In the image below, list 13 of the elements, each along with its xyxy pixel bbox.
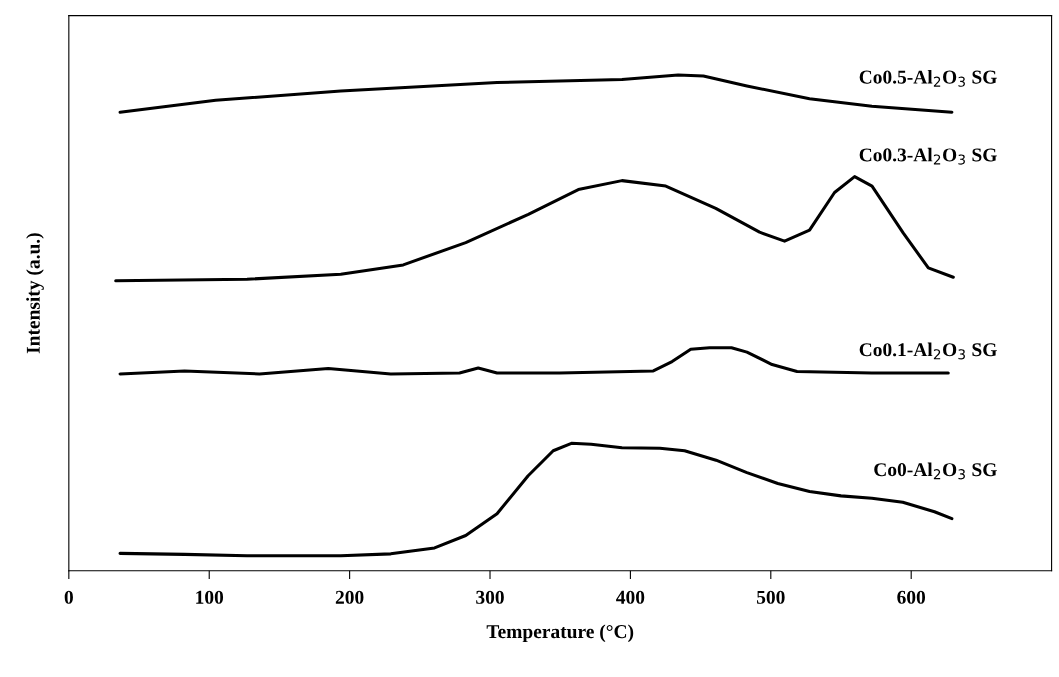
x-tick-label: 0 (64, 590, 73, 604)
x-tick-label: 600 (897, 590, 926, 604)
y-axis-title: Intensity (a.u.) (26, 233, 44, 354)
x-axis-title: Temperature (°C) (486, 624, 634, 643)
series-label: Co0-Al$_{2}$O$_{3}$ SG (874, 462, 997, 480)
x-tick-label: 400 (616, 590, 645, 604)
x-tick-label: 200 (335, 590, 364, 604)
series-label: Co0.5-Al$_{2}$O$_{3}$ SG (859, 69, 997, 87)
series-label: Co0.1-Al$_{2}$O$_{3}$ SG (859, 342, 997, 360)
x-tick-label: 100 (196, 590, 224, 604)
series-label: Co0.3-Al$_{2}$O$_{3}$ SG (859, 147, 997, 165)
x-tick-label: 300 (476, 590, 504, 604)
x-tick-label: 500 (757, 590, 785, 604)
